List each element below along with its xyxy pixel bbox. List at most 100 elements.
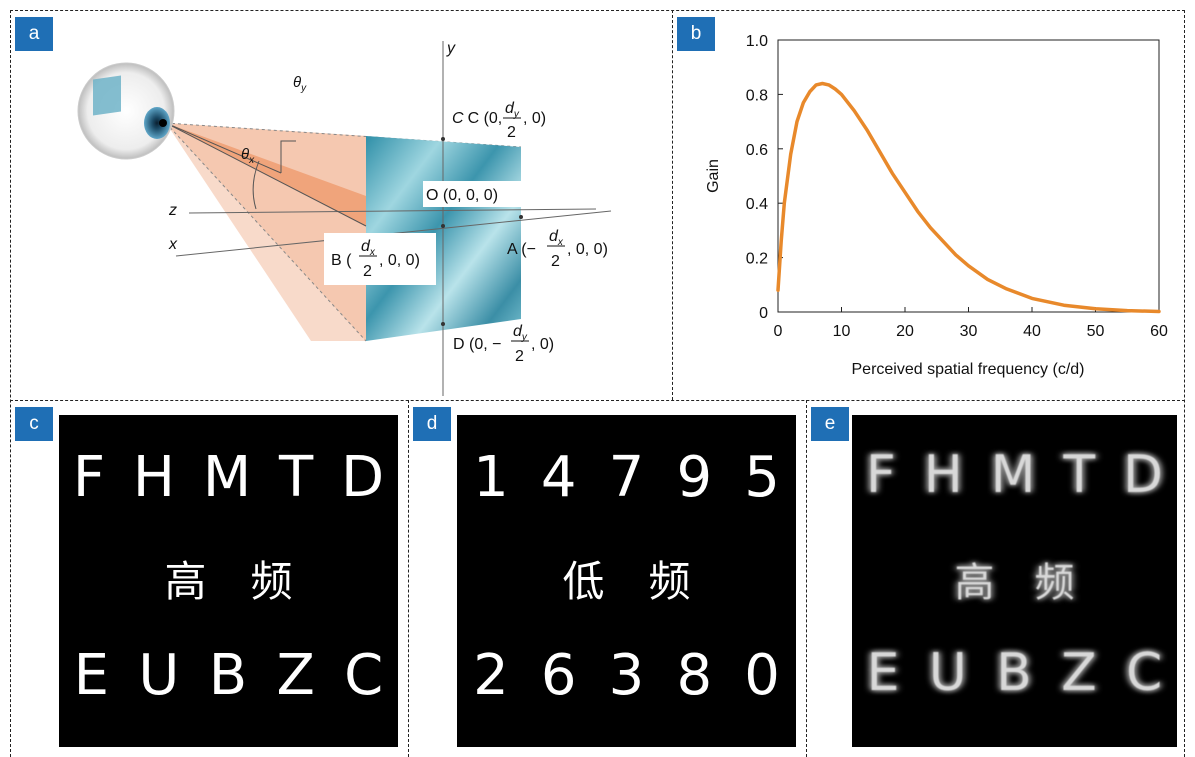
digit-row-bottom: 2 6 3 8 0	[457, 643, 796, 708]
glyph: 2	[473, 643, 509, 708]
glyph: M	[202, 445, 252, 510]
panel-e: e F H M T D 高 频 E U B Z C	[807, 401, 1184, 757]
glyph: 3	[608, 643, 645, 708]
frame-middle-line	[10, 400, 1185, 401]
panel-d-badge: d	[413, 407, 451, 441]
glyph: T	[278, 445, 314, 510]
svg-text:A (−: A (−	[507, 241, 536, 258]
y-tick-label: 0	[759, 305, 768, 322]
glyph: C	[344, 643, 384, 708]
glyph: B	[208, 643, 248, 708]
glyph: H	[132, 445, 176, 510]
panel-c: c F H M T D 高 频 E U B Z C	[11, 401, 408, 757]
x-tick-label: 0	[774, 323, 783, 340]
x-tick-label: 40	[1023, 323, 1041, 340]
svg-text:, 0, 0): , 0, 0)	[379, 252, 420, 269]
gain-curve-line	[776, 81, 1161, 314]
panel-b: b 0 0.2 0.4 0.6 0.8 1.0 0 10 20 30 40 50 60 Gain Pe…	[673, 11, 1184, 400]
y-tick-label: 0.8	[746, 87, 768, 104]
glyph: H	[923, 445, 963, 505]
glyph: 频	[1034, 560, 1075, 606]
panel-d: d 1 4 7 9 5 低 频 2 6 3 8 0	[409, 401, 806, 757]
z-axis-line	[188, 208, 597, 214]
x-axis-title: Perceived spatial frequency (c/d)	[852, 361, 1085, 378]
glyph: 高	[954, 560, 995, 606]
glyph: 低	[562, 557, 605, 606]
glyph: 8	[676, 643, 713, 708]
x-tick-label: 60	[1150, 323, 1168, 340]
low-frequency-target: 1 4 7 9 5 低 频 2 6 3 8 0	[457, 415, 796, 747]
glyph: 0	[744, 643, 780, 708]
axis-y-label: y	[446, 40, 456, 57]
glyph: 5	[744, 445, 780, 510]
y-axis-title: Gain	[705, 159, 722, 193]
svg-text:dy: dy	[513, 323, 528, 343]
svg-text:, 0): , 0)	[531, 336, 554, 353]
glyph: U	[928, 643, 967, 703]
panel-a: a	[11, 11, 672, 400]
glyph: 9	[676, 445, 713, 510]
glyph: 1	[473, 445, 509, 510]
glyph: 6	[540, 643, 577, 708]
panel-c-badge: c	[15, 407, 53, 441]
x-tick-label: 10	[833, 323, 851, 340]
glyph: 7	[608, 445, 645, 510]
glyph: F	[72, 445, 106, 510]
glyph: E	[866, 643, 900, 703]
svg-text:2: 2	[363, 263, 372, 280]
glyph: E	[73, 643, 110, 708]
svg-text:dx: dx	[549, 228, 564, 248]
svg-text:CC (0,: CC (0,	[452, 110, 502, 127]
frame-left-line	[10, 10, 11, 757]
svg-text:, 0): , 0)	[523, 110, 546, 127]
glyph: 频	[648, 557, 691, 606]
point-O-label: O (0, 0, 0)	[426, 187, 498, 204]
svg-text:2: 2	[507, 124, 516, 141]
blurred-target: F H M T D 高 频 E U B Z C	[852, 415, 1177, 747]
y-tick-label: 1.0	[746, 33, 768, 50]
frame-top-line	[10, 10, 1185, 11]
frame-de-divider	[806, 400, 807, 757]
glyph: T	[1063, 445, 1096, 505]
y-tick-label: 0.2	[746, 251, 768, 268]
panel-b-badge: b	[677, 17, 715, 51]
frame-ab-divider	[672, 10, 673, 400]
glyph: F	[865, 445, 896, 505]
glyph: D	[1122, 445, 1164, 505]
glyph: M	[990, 445, 1036, 505]
high-frequency-target: F H M T D 高 频 E U B Z C	[59, 415, 398, 747]
glyph: 频	[250, 557, 293, 606]
digit-row-top: 1 4 7 9 5	[457, 445, 796, 510]
frame-right-line	[1184, 10, 1185, 757]
x-tick-label: 30	[960, 323, 978, 340]
y-tick-label: 0.6	[746, 142, 768, 159]
svg-text:dy: dy	[505, 100, 520, 120]
gain-chart: 0 0.2 0.4 0.6 0.8 1.0 0 10 20 30 40 50 60 Gain Perc…	[705, 33, 1168, 378]
svg-text:2: 2	[515, 348, 524, 365]
axis-z-label: z	[168, 202, 177, 219]
label-row-middle: 低 频	[457, 548, 796, 609]
glyph: Z	[276, 643, 315, 708]
glyph: C	[1126, 643, 1163, 703]
svg-text:B (: B (	[331, 252, 352, 269]
point-D-label: D (0, − dy 2 , 0)	[453, 323, 554, 365]
x-tick-label: 20	[896, 323, 914, 340]
theta-y-label: θy	[293, 74, 307, 94]
point-A-label: A (− dx 2 , 0, 0)	[507, 228, 608, 270]
glyph: U	[138, 643, 180, 708]
theta-x-label: θx	[241, 146, 255, 166]
blurred-row-top: F H M T D	[852, 445, 1177, 505]
glyph: B	[996, 643, 1032, 703]
blurred-row-bottom: E U B Z C	[852, 643, 1177, 703]
letter-row-top: F H M T D	[59, 445, 398, 510]
x-tick-label: 50	[1087, 323, 1105, 340]
point-B-label: B ( dx 2 , 0, 0)	[331, 238, 420, 280]
glyph: Z	[1061, 643, 1097, 703]
letter-row-bottom: E U B Z C	[59, 643, 398, 708]
panel-a-badge: a	[15, 17, 53, 51]
svg-text:D (0, −: D (0, −	[453, 336, 501, 353]
axis-x-label: x	[168, 236, 178, 253]
glyph: 4	[540, 445, 577, 510]
